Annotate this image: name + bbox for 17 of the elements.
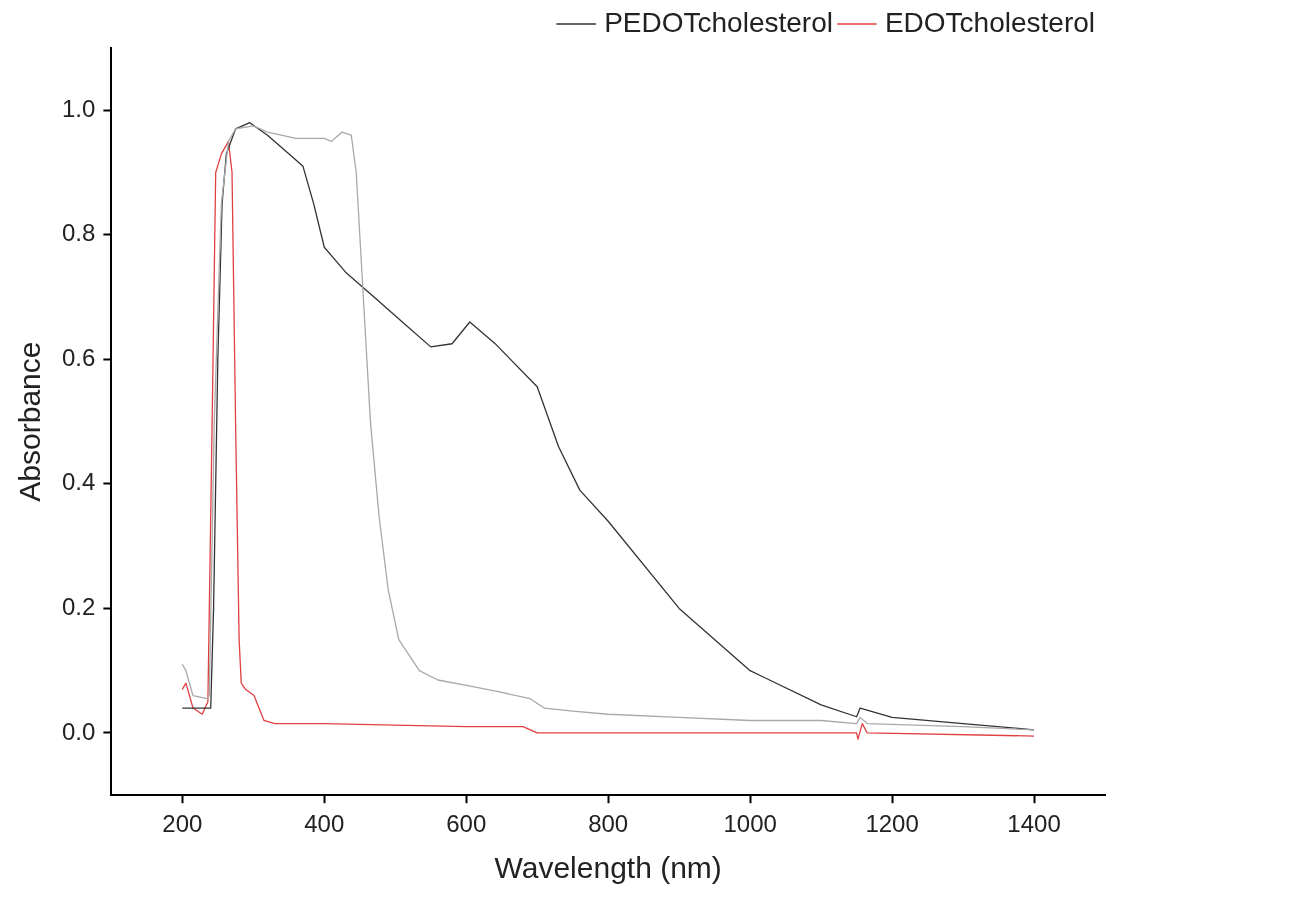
x-axis-title: Wavelength (nm) xyxy=(494,851,722,885)
x-tick-label: 600 xyxy=(446,810,487,838)
y-tick-label: 0.4 xyxy=(61,468,96,496)
y-tick-label: 0.6 xyxy=(61,343,96,371)
x-tick-label: 1400 xyxy=(1007,810,1061,838)
y-tick-label: 1.0 xyxy=(61,94,96,122)
x-tick-label: 400 xyxy=(304,810,345,838)
x-tick-label: 1000 xyxy=(723,810,777,838)
legend-label: PEDOTcholesterol xyxy=(604,6,833,38)
y-axis-title: Absorbance xyxy=(13,341,47,502)
y-tick-label: 0.8 xyxy=(61,219,96,247)
y-tick-label: 0.0 xyxy=(61,717,96,745)
x-tick-label: 800 xyxy=(588,810,629,838)
x-tick-label: 1200 xyxy=(865,810,919,838)
legend-label: EDOTcholesterol xyxy=(884,6,1096,38)
y-tick-label: 0.2 xyxy=(61,593,96,621)
x-tick-label: 200 xyxy=(162,810,203,838)
